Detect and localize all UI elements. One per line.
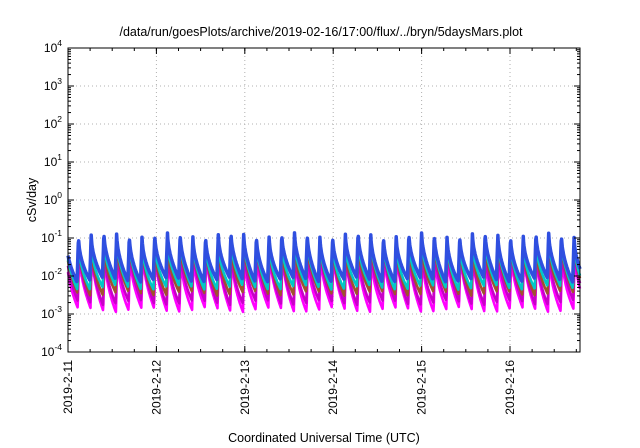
- y-tick-label: 100: [44, 190, 62, 207]
- x-tick-label: 2019-2-11: [61, 360, 75, 414]
- x-axis-label: Coordinated Universal Time (UTC): [228, 431, 420, 445]
- x-tick-label: 2019-2-16: [503, 360, 517, 415]
- y-axis: 10-4 10-3 10-2 10-1 100 101 102 103 104: [41, 38, 580, 359]
- y-tick-label: 10-2: [41, 266, 62, 283]
- y-tick-label: 101: [44, 152, 62, 169]
- x-axis: 2019-2-11 2019-2-12 2019-2-13 2019-2-14 2019…: [61, 48, 577, 415]
- y-tick-label: 10-1: [41, 228, 62, 245]
- series-line: [66, 231, 582, 284]
- series-group: [66, 231, 582, 314]
- y-tick-label: 102: [44, 114, 62, 131]
- chart-title: /data/run/goesPlots/archive/2019-02-16/1…: [119, 25, 523, 39]
- y-tick-label: 10-3: [41, 304, 62, 321]
- y-tick-label: 10-4: [41, 342, 62, 359]
- y-axis-label: cSv/day: [25, 177, 39, 222]
- x-tick-label: 2019-2-13: [238, 360, 252, 415]
- x-tick-label: 2019-2-14: [326, 360, 340, 415]
- series-line: [66, 249, 582, 314]
- y-tick-label: 104: [44, 38, 62, 55]
- x-tick-label: 2019-2-12: [149, 360, 163, 415]
- y-tick-label: 103: [44, 76, 62, 93]
- grid: [68, 48, 580, 352]
- x-tick-label: 2019-2-15: [415, 360, 429, 415]
